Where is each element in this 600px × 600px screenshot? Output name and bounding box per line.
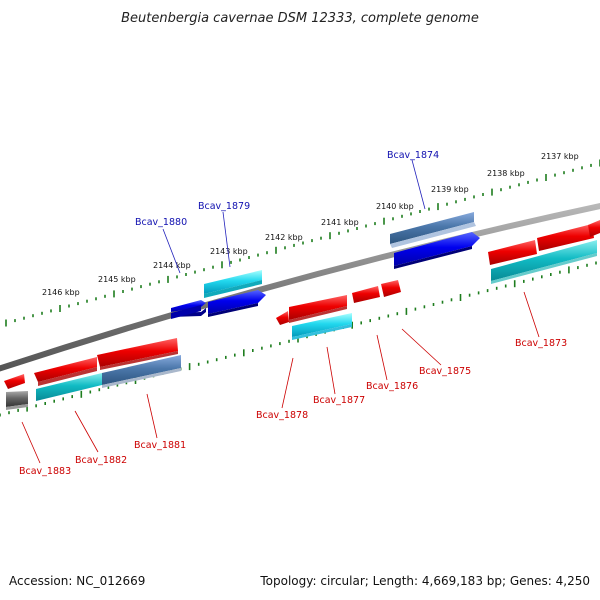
gene-label-bcav-1873[interactable]: Bcav_1873 <box>515 338 567 349</box>
gene-bcav-1882[interactable] <box>34 357 102 401</box>
scale-label: 2146 kbp <box>42 288 80 297</box>
map-title: Beutenbergia cavernae DSM 12333, complet… <box>121 11 479 26</box>
gene-label-bcav-1875[interactable]: Bcav_1875 <box>419 366 471 377</box>
gene-label-bcav-1879[interactable]: Bcav_1879 <box>198 201 250 212</box>
scale-label: 2143 kbp <box>210 247 248 256</box>
scale-label: 2145 kbp <box>98 275 136 284</box>
gene-label-bcav-1878[interactable]: Bcav_1878 <box>256 410 308 421</box>
gene-label-bcav-1877[interactable]: Bcav_1877 <box>313 395 365 406</box>
gene-label-bcav-1881[interactable]: Bcav_1881 <box>134 440 186 451</box>
gene-bcav-1881[interactable] <box>97 338 181 388</box>
scale-label: 2144 kbp <box>153 261 191 270</box>
accession-text: Accession: NC_012669 <box>9 574 146 588</box>
upper-scale-ticks <box>5 159 600 327</box>
gene-bcav-1878[interactable] <box>276 311 289 325</box>
genome-backbone <box>0 203 600 372</box>
gene-label-bcav-1880[interactable]: Bcav_1880 <box>135 217 187 228</box>
upper-gene-labels: Bcav_1880 Bcav_1879 Bcav_1874 <box>135 150 439 228</box>
scale-label: 2137 kbp <box>541 152 579 161</box>
gene-bcav-1873[interactable] <box>488 220 600 284</box>
gene-bcav-1874-b[interactable] <box>394 232 480 269</box>
lower-gene-labels: Bcav_1883 Bcav_1882 Bcav_1881 Bcav_1878 … <box>19 338 567 477</box>
gene-bcav-1875[interactable] <box>381 280 401 297</box>
lower-leader-lines <box>21 291 540 464</box>
gene-label-bcav-1874[interactable]: Bcav_1874 <box>387 150 439 161</box>
scale-label: 2141 kbp <box>321 218 359 227</box>
scale-label: 2142 kbp <box>265 233 303 242</box>
gene-label-bcav-1882[interactable]: Bcav_1882 <box>75 455 127 466</box>
gene-bcav-1880[interactable] <box>171 300 206 319</box>
upper-leader-lines <box>162 159 426 274</box>
scale-label: 2138 kbp <box>487 169 525 178</box>
gene-bcav-1879-a[interactable] <box>204 270 262 298</box>
gene-bcav-1874-a[interactable] <box>390 212 476 248</box>
topology-summary-text: Topology: circular; Length: 4,669,183 bp… <box>260 574 590 588</box>
scale-labels: 2146 kbp 2145 kbp 2144 kbp 2143 kbp 2142… <box>42 152 579 297</box>
scale-label: 2140 kbp <box>376 202 414 211</box>
gene-label-bcav-1876[interactable]: Bcav_1876 <box>366 381 418 392</box>
gene-bcav-1883[interactable] <box>4 374 28 410</box>
gene-label-bcav-1883[interactable]: Bcav_1883 <box>19 466 71 477</box>
scale-label: 2139 kbp <box>431 185 469 194</box>
gene-bcav-1879-b[interactable] <box>208 290 266 317</box>
gene-bcav-1877[interactable] <box>289 295 352 340</box>
gene-bcav-1876[interactable] <box>352 286 380 303</box>
